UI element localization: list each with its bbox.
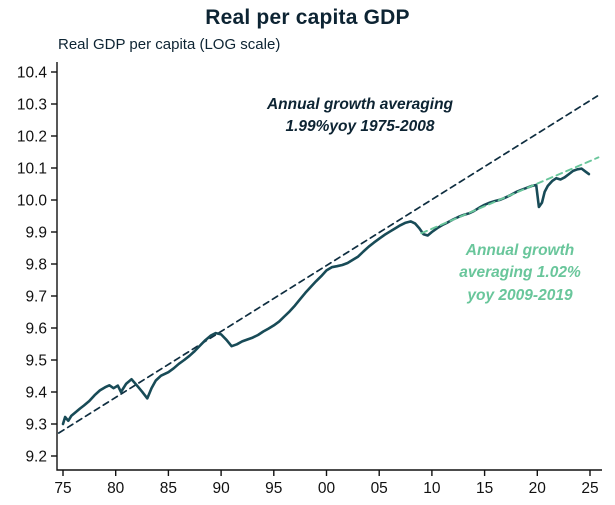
axes — [56, 62, 602, 471]
y-tick-label: 10.0 — [17, 193, 48, 210]
y-tick-label: 9.5 — [25, 353, 47, 370]
y-tick-label: 10.4 — [17, 65, 48, 82]
y-tick-label: 9.6 — [25, 321, 47, 338]
x-tick-label: 00 — [318, 480, 336, 497]
y-tick-label: 9.7 — [25, 289, 47, 306]
y-tick-label: 9.9 — [25, 225, 47, 242]
x-tick-label: 15 — [476, 480, 493, 497]
annotation-trend-2009-2019: Annual growth averaging 1.02% yoy 2009-2… — [459, 242, 581, 304]
x-tick-label: 20 — [529, 480, 547, 497]
trend-line-2009-2019 — [420, 156, 600, 235]
y-tick-label: 9.2 — [25, 449, 47, 466]
x-tick-label: 85 — [160, 480, 177, 497]
annotation-trend-1975-2008: Annual growth averaging 1.99%yoy 1975-20… — [266, 96, 453, 136]
axis-caption: Real GDP per capita (LOG scale) — [58, 36, 281, 53]
y-tick-label: 10.3 — [17, 97, 47, 114]
x-tick-label: 05 — [371, 480, 388, 497]
x-tick-label: 25 — [581, 480, 598, 497]
x-tick-label: 95 — [265, 480, 282, 497]
y-tick-label: 9.3 — [25, 417, 47, 434]
y-tick-label: 10.1 — [17, 161, 47, 178]
gdp-line — [61, 167, 591, 426]
chart-title: Real per capita GDP — [205, 6, 410, 29]
x-tick-label: 80 — [107, 480, 125, 497]
x-tick-label: 10 — [423, 480, 441, 497]
x-tick-label: 75 — [54, 480, 71, 497]
x-tick-label: 90 — [212, 480, 230, 497]
y-tick-label: 9.8 — [25, 257, 47, 274]
trend-line-1975-2008 — [57, 95, 599, 434]
y-tick-label: 9.4 — [25, 385, 47, 402]
y-tick-label: 10.2 — [17, 129, 47, 146]
